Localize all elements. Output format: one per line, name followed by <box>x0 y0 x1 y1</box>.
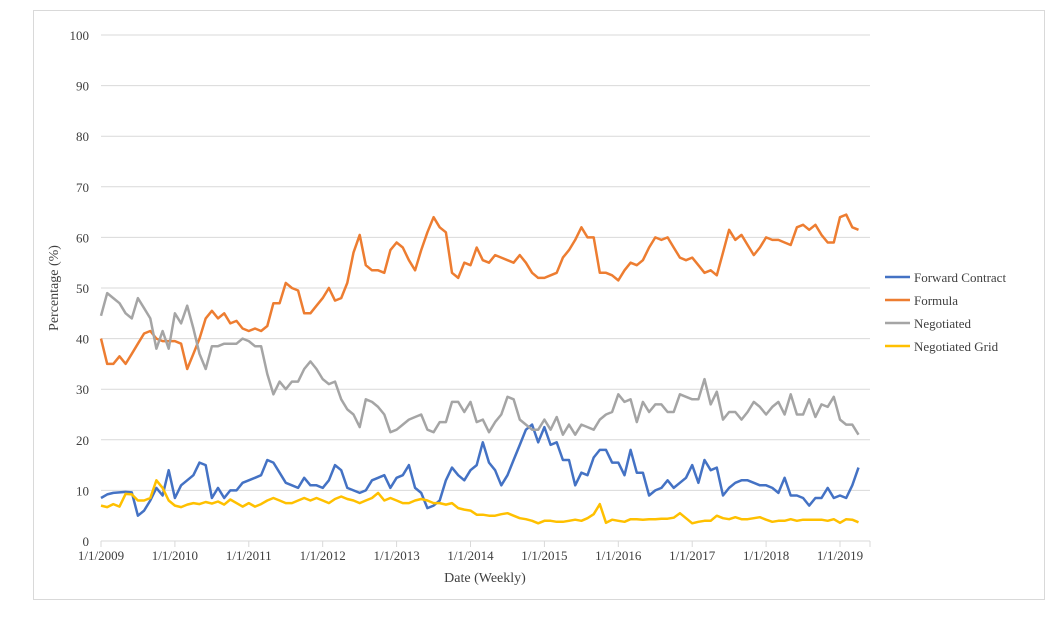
series-line-negotiated <box>99 291 860 436</box>
y-tick-label: 60 <box>76 230 89 245</box>
legend-label: Formula <box>914 293 958 308</box>
y-tick-label: 50 <box>76 281 89 296</box>
legend-label: Negotiated <box>914 316 972 331</box>
x-tick-label: 1/1/2010 <box>152 548 198 563</box>
y-tick-label: 70 <box>76 180 89 195</box>
legend-label: Negotiated Grid <box>914 339 999 354</box>
series-line-forward-contract <box>100 423 860 517</box>
x-tick-label: 1/1/2012 <box>300 548 346 563</box>
y-axis-label: Percentage (%) <box>47 245 62 331</box>
x-tick-label: 1/1/2017 <box>669 548 716 563</box>
x-tick-label: 1/1/2015 <box>521 548 567 563</box>
x-tick-label: 1/1/2013 <box>373 548 419 563</box>
y-tick-label: 0 <box>83 534 90 549</box>
x-tick-label: 1/1/2011 <box>226 548 272 563</box>
series-line-formula <box>99 213 859 371</box>
x-tick-label: 1/1/2019 <box>817 548 863 563</box>
y-tick-label: 20 <box>76 433 89 448</box>
y-tick-label: 100 <box>70 28 90 43</box>
x-tick-label: 1/1/2018 <box>743 548 789 563</box>
x-tick-label: 1/1/2016 <box>595 548 642 563</box>
y-tick-label: 10 <box>76 483 89 498</box>
y-tick-label: 80 <box>76 129 89 144</box>
y-tick-label: 30 <box>76 382 89 397</box>
x-tick-label: 1/1/2014 <box>447 548 494 563</box>
y-tick-label: 40 <box>76 332 89 347</box>
y-tick-label: 90 <box>76 79 89 94</box>
x-axis-label: Date (Weekly) <box>444 571 526 586</box>
x-tick-label: 1/1/2009 <box>78 548 124 563</box>
series-line-negotiated-grid <box>100 479 859 525</box>
chart-frame <box>33 10 1045 600</box>
legend-label: Forward Contract <box>914 270 1006 285</box>
